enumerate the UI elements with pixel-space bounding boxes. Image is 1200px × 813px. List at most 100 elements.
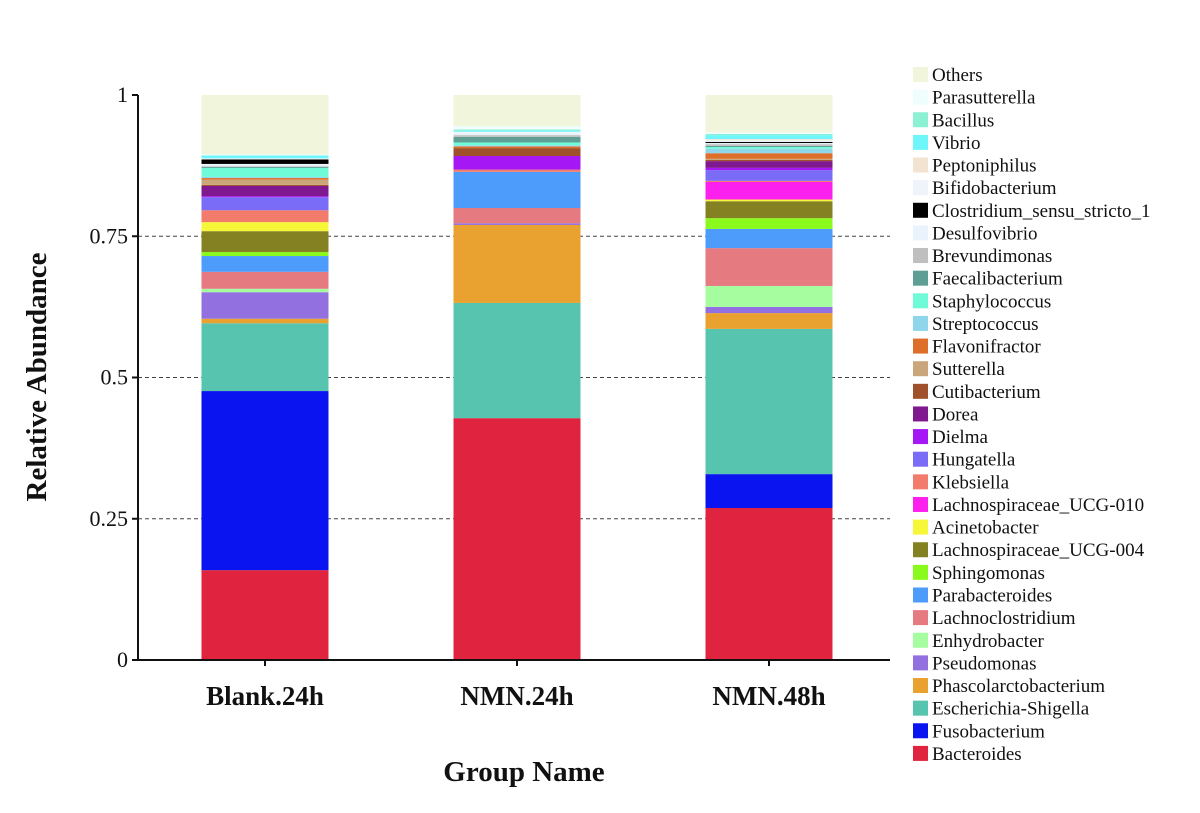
legend-item: Staphylococcus xyxy=(913,291,1051,312)
bar-segment-Desulfovibrio xyxy=(705,143,833,145)
legend-swatch xyxy=(913,542,928,558)
legend-label: Enhydrobacter xyxy=(932,631,1045,652)
legend-item: Phascolarctobacterium xyxy=(913,676,1105,697)
bar-segment-Lachnospiraceae_UCG-004 xyxy=(705,201,833,219)
bar-segment-Desulfovibrio xyxy=(453,132,581,136)
legend-label: Desulfovibrio xyxy=(932,223,1038,244)
bar-segment-Faecalibacterium xyxy=(201,166,329,168)
bar-segment-Bacillus xyxy=(705,133,833,136)
bar-segment-Lachnospiraceae_UCG-004 xyxy=(201,231,329,253)
legend-swatch xyxy=(913,225,928,241)
legend: OthersParasutterellaBacillusVibrioPepton… xyxy=(913,65,1151,765)
bar-segment-Fusobacterium xyxy=(705,474,833,509)
legend-label: Phascolarctobacterium xyxy=(932,676,1105,697)
legend-swatch xyxy=(913,270,928,286)
bar-segment-Hungatella xyxy=(705,170,833,181)
bar-segment-Clostridium_sensu_stricto_1 xyxy=(705,141,833,144)
legend-swatch xyxy=(913,700,928,716)
bar-segment-Enhydrobacter xyxy=(705,285,833,307)
bar-segment-Parasutterella xyxy=(453,126,581,130)
legend-item: Klebsiella xyxy=(913,472,1010,493)
y-axis-title: Relative Abundance xyxy=(21,252,53,501)
bar-segment-Vibrio xyxy=(453,130,581,132)
legend-label: Escherichia-Shigella xyxy=(932,699,1090,720)
legend-item: Cutibacterium xyxy=(913,382,1041,403)
legend-label: Parabacteroides xyxy=(932,585,1052,606)
legend-item: Bacillus xyxy=(913,110,994,131)
legend-item: Lachnoclostridium xyxy=(913,608,1076,629)
legend-item: Parasutterella xyxy=(913,88,1036,109)
bar-segment-Others xyxy=(705,95,833,133)
bar-segment-Vibrio xyxy=(201,155,329,159)
legend-swatch xyxy=(913,429,928,445)
legend-swatch xyxy=(913,248,928,264)
legend-swatch xyxy=(913,632,928,648)
bar-segment-Escherichia-Shigella xyxy=(705,328,833,475)
bar-segment-Brevundimonas xyxy=(705,144,833,146)
x-tick-label: Blank.24h xyxy=(206,681,324,711)
bar-segment-Parasutterella xyxy=(201,154,329,156)
bar-segment-Staphylococcus xyxy=(705,146,833,149)
bar-segment-Cutibacterium xyxy=(705,159,833,162)
legend-swatch xyxy=(913,678,928,694)
bar-segment-Brevundimonas xyxy=(453,135,581,137)
legend-label: Cutibacterium xyxy=(932,382,1041,403)
legend-label: Streptococcus xyxy=(932,314,1039,335)
legend-label: Others xyxy=(932,65,983,86)
legend-label: Sphingomonas xyxy=(932,563,1045,584)
legend-label: Lachnospiraceae_UCG-004 xyxy=(932,540,1145,561)
legend-swatch xyxy=(913,451,928,467)
legend-item: Dielma xyxy=(913,427,988,448)
bar-segment-Klebsiella xyxy=(705,180,833,183)
legend-label: Parasutterella xyxy=(932,88,1036,109)
legend-item: Brevundimonas xyxy=(913,246,1052,267)
legend-swatch xyxy=(913,112,928,128)
legend-item: Desulfovibrio xyxy=(913,223,1038,244)
bar-segment-Staphylococcus xyxy=(453,142,581,146)
legend-swatch xyxy=(913,338,928,354)
legend-label: Staphylococcus xyxy=(932,291,1051,312)
bar-segment-Parabacteroides xyxy=(201,256,329,272)
bar-segment-Dorea xyxy=(705,161,833,168)
bar-segment-Lachnospiraceae_UCG-010 xyxy=(705,182,833,200)
legend-item: Lachnospiraceae_UCG-010 xyxy=(913,495,1144,516)
legend-label: Pseudomonas xyxy=(932,653,1037,674)
legend-swatch xyxy=(913,564,928,580)
bar-segment-Flavonifractor xyxy=(453,146,581,149)
legend-item: Parabacteroides xyxy=(913,585,1052,606)
bar-segment-Sutterella xyxy=(201,179,329,185)
bar-segment-Bacteroides xyxy=(201,570,329,660)
y-tick-label: 0.25 xyxy=(90,506,129,531)
legend-label: Clostridium_sensu_stricto_1 xyxy=(932,201,1151,222)
legend-swatch xyxy=(913,383,928,399)
x-tick-label: NMN.24h xyxy=(460,681,573,711)
legend-label: Lachnospiraceae_UCG-010 xyxy=(932,495,1144,516)
legend-item: Faecalibacterium xyxy=(913,269,1063,290)
legend-item: Acinetobacter xyxy=(913,518,1039,539)
legend-item: Escherichia-Shigella xyxy=(913,699,1090,720)
bar-segment-Dielma xyxy=(453,156,581,170)
bar-segment-Parabacteroides xyxy=(705,228,833,249)
legend-label: Dielma xyxy=(932,427,988,448)
bar-segment-Pseudomonas xyxy=(201,292,329,319)
legend-item: Enhydrobacter xyxy=(913,631,1045,652)
bar-segment-Dielma xyxy=(201,196,329,198)
legend-item: Flavonifractor xyxy=(913,337,1041,358)
legend-swatch xyxy=(913,315,928,331)
legend-label: Hungatella xyxy=(932,450,1016,471)
bar-segment-Enhydrobacter xyxy=(201,288,329,293)
bar-segment-Bacillus xyxy=(453,129,581,131)
bar-segment-Faecalibacterium xyxy=(453,136,581,143)
bar-segment-Streptococcus xyxy=(201,176,329,179)
legend-label: Faecalibacterium xyxy=(932,269,1063,290)
bar-segment-Vibrio xyxy=(705,135,833,140)
legend-swatch xyxy=(913,406,928,422)
legend-label: Dorea xyxy=(932,404,979,425)
legend-label: Bacteroides xyxy=(932,744,1022,765)
legend-swatch xyxy=(913,361,928,377)
legend-label: Sutterella xyxy=(932,359,1005,380)
bar-segment-Faecalibacterium xyxy=(705,145,833,147)
y-tick-label: 1 xyxy=(117,82,128,107)
legend-swatch xyxy=(913,134,928,150)
legend-swatch xyxy=(913,180,928,196)
